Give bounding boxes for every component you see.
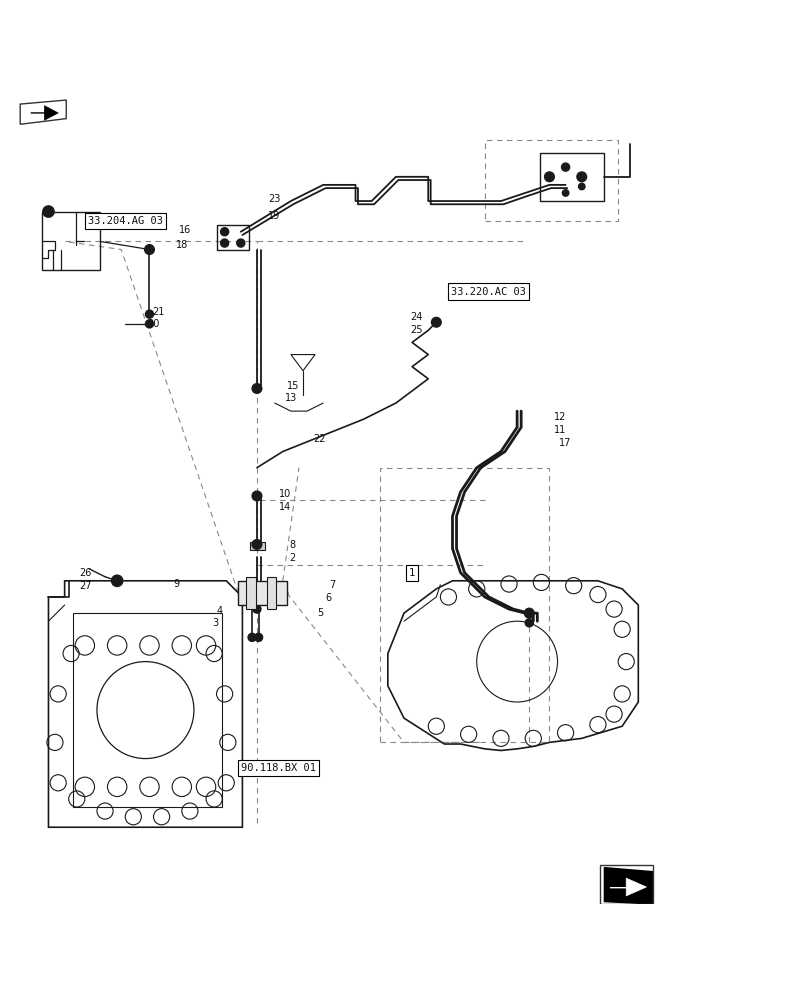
Circle shape — [248, 633, 256, 641]
Text: 18: 18 — [176, 240, 188, 250]
Text: 33.220.AC 03: 33.220.AC 03 — [452, 287, 526, 297]
Text: 21: 21 — [152, 307, 164, 317]
Text: 9: 9 — [174, 579, 180, 589]
Circle shape — [255, 633, 263, 641]
Circle shape — [221, 228, 229, 236]
Text: 22: 22 — [314, 434, 326, 444]
Circle shape — [145, 320, 154, 328]
Circle shape — [562, 190, 569, 196]
Text: 90.118.BX 01: 90.118.BX 01 — [242, 763, 316, 773]
Text: 4: 4 — [217, 606, 223, 616]
Circle shape — [431, 317, 441, 327]
Circle shape — [577, 172, 587, 182]
Text: 6: 6 — [326, 593, 332, 603]
Circle shape — [579, 183, 585, 190]
Text: 3: 3 — [213, 618, 219, 628]
Text: 33.204.AG 03: 33.204.AG 03 — [88, 216, 162, 226]
Text: 25: 25 — [410, 325, 423, 335]
Polygon shape — [610, 878, 646, 896]
Text: 15: 15 — [287, 381, 299, 391]
Text: 14: 14 — [279, 502, 291, 512]
Circle shape — [112, 575, 123, 586]
Circle shape — [145, 245, 154, 254]
Circle shape — [252, 491, 262, 501]
Circle shape — [43, 206, 54, 217]
Circle shape — [278, 588, 288, 598]
Bar — [267, 577, 276, 609]
Text: 7: 7 — [330, 580, 336, 590]
Text: 17: 17 — [559, 438, 571, 448]
Text: 2: 2 — [289, 553, 296, 563]
Text: 26: 26 — [79, 568, 91, 578]
Circle shape — [237, 239, 245, 247]
Text: 19: 19 — [268, 211, 280, 221]
Bar — [250, 542, 265, 550]
Text: 24: 24 — [410, 312, 423, 322]
Bar — [246, 577, 256, 609]
Text: 20: 20 — [147, 319, 159, 329]
Text: 16: 16 — [179, 225, 191, 235]
Polygon shape — [31, 106, 58, 120]
Bar — [73, 613, 222, 807]
Circle shape — [221, 239, 229, 247]
Circle shape — [239, 588, 249, 598]
Circle shape — [562, 163, 570, 171]
Text: 23: 23 — [268, 194, 280, 204]
Circle shape — [252, 384, 262, 393]
Text: 10: 10 — [279, 489, 291, 499]
Circle shape — [525, 619, 533, 627]
Circle shape — [145, 310, 154, 318]
Text: 11: 11 — [553, 425, 566, 435]
Text: 12: 12 — [553, 412, 566, 422]
Polygon shape — [604, 868, 653, 904]
Text: 1: 1 — [409, 568, 415, 578]
Bar — [238, 581, 287, 605]
Text: 5: 5 — [318, 608, 324, 618]
Text: 27: 27 — [79, 581, 91, 591]
Text: 13: 13 — [285, 393, 297, 403]
Circle shape — [252, 540, 262, 549]
Text: 8: 8 — [289, 540, 296, 550]
Circle shape — [545, 172, 554, 182]
Circle shape — [524, 608, 534, 618]
Circle shape — [253, 605, 261, 613]
